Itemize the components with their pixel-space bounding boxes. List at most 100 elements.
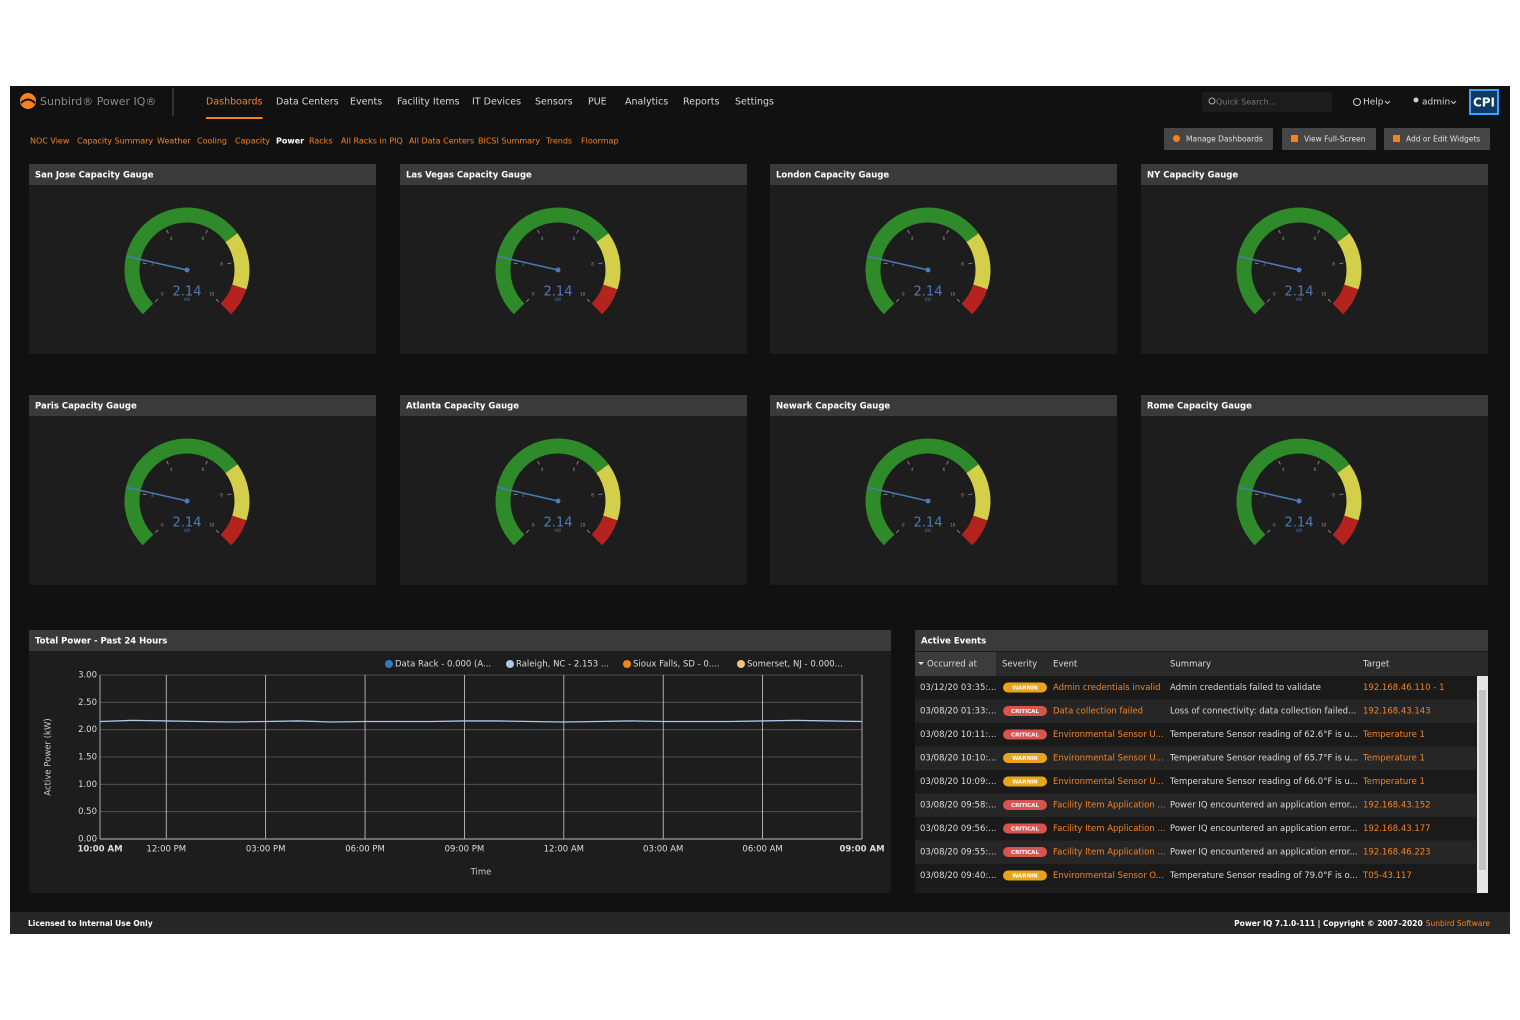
table-row[interactable] [915, 723, 1476, 747]
x-axis-title: Time [470, 868, 492, 878]
nav-item[interactable]: Dashboards [206, 97, 263, 108]
column-header[interactable]: Target [1362, 660, 1390, 670]
subnav-item[interactable]: All Racks in PIQ [341, 137, 403, 146]
gauge-tick [513, 262, 518, 264]
gauge-hub [184, 498, 190, 504]
cell-event[interactable]: Admin credentials invalid [1053, 683, 1161, 693]
legend-label[interactable]: Somerset, NJ - 0.000... [747, 660, 843, 670]
subnav-item[interactable]: Capacity Summary [77, 137, 153, 146]
cell-target[interactable]: T05-43.117 [1362, 871, 1412, 881]
subnav-item[interactable]: BICSI Summary [478, 137, 540, 146]
subnav-item[interactable]: NOC View [30, 137, 70, 146]
cell-event[interactable]: Environmental Sensor U... [1053, 730, 1164, 740]
cell-event[interactable]: Environmental Sensor O... [1053, 871, 1164, 881]
nav-item[interactable]: Facility Items [397, 97, 460, 108]
cell-target[interactable]: 192.168.43.152 [1363, 801, 1431, 811]
cell-target[interactable]: 192.168.43.143 [1363, 707, 1431, 717]
nav-item[interactable]: PUE [588, 97, 607, 108]
panel-header [400, 395, 747, 416]
nav-item[interactable]: Events [350, 97, 382, 108]
table-row[interactable] [915, 770, 1476, 794]
search-box[interactable] [1202, 92, 1332, 112]
nav-active-underline [206, 117, 263, 119]
table-row[interactable] [915, 793, 1476, 818]
footer-company[interactable]: Sunbird Software [1426, 919, 1491, 928]
panel-header [1141, 395, 1488, 416]
nav-item[interactable]: Data Centers [276, 97, 339, 108]
gauge-band [961, 515, 988, 546]
legend-label[interactable]: Data Rack - 0.000 (A... [395, 660, 491, 670]
subnav-item[interactable]: Floormap [581, 137, 619, 146]
table-row[interactable] [915, 840, 1476, 865]
gauge-tick-label: 2 [151, 262, 154, 267]
cell-target[interactable]: Temperature 1 [1362, 754, 1425, 764]
column-header[interactable]: Event [1053, 660, 1078, 670]
cell-target[interactable]: 192.168.46.223 [1363, 848, 1431, 858]
cell-target[interactable]: 192.168.43.177 [1363, 824, 1431, 834]
toolbar-button[interactable] [1282, 128, 1376, 150]
gauge-tick [227, 262, 232, 264]
scrollbar-thumb[interactable] [1479, 690, 1486, 870]
cell-event[interactable]: Environmental Sensor U... [1053, 754, 1164, 764]
column-header[interactable]: Severity [1002, 660, 1037, 670]
gauge-tick [576, 229, 579, 234]
cell-event[interactable]: Data collection failed [1053, 707, 1143, 717]
subnav-item[interactable]: Power [276, 137, 304, 146]
toolbar-button[interactable] [1384, 128, 1490, 150]
subnav-item[interactable]: Trends [545, 137, 572, 146]
gauge-tick [1254, 262, 1259, 264]
severity-badge [1003, 870, 1047, 881]
cell-target[interactable]: Temperature 1 [1362, 777, 1425, 787]
gauge-tick [576, 460, 579, 465]
nav-item[interactable]: IT Devices [472, 97, 521, 108]
cell-event[interactable]: Facility Item Application ... [1053, 824, 1166, 834]
gauge-tick-label: 0 [161, 292, 164, 297]
gauge-tick-label: 10 [1321, 292, 1327, 297]
table-row[interactable] [915, 676, 1476, 700]
column-header[interactable]: Occurred at [927, 660, 978, 670]
table-row[interactable] [915, 699, 1476, 724]
logo-mark [20, 98, 36, 104]
x-tick-label: 03:00 PM [246, 845, 286, 855]
cell-event[interactable]: Environmental Sensor U... [1053, 777, 1164, 787]
subnav-item[interactable]: Capacity [235, 137, 270, 146]
gauge-band [966, 233, 991, 290]
panel-header [400, 164, 747, 185]
severity-badge [1003, 823, 1047, 834]
cell-target[interactable]: Temperature 1 [1362, 730, 1425, 740]
table-row[interactable] [915, 817, 1476, 841]
toolbar-icon [1291, 135, 1298, 142]
table-row[interactable] [915, 746, 1476, 771]
x-tick-label: 10:00 AM [77, 845, 122, 855]
subnav-item[interactable]: Racks [309, 137, 332, 146]
nav-item[interactable]: Reports [683, 97, 719, 108]
user-menu[interactable]: admin [1422, 98, 1450, 108]
nav-item[interactable]: Settings [735, 97, 774, 108]
cell-event[interactable]: Facility Item Application ... [1053, 801, 1166, 811]
x-tick-label: 12:00 PM [146, 845, 186, 855]
table-row[interactable] [915, 864, 1476, 888]
gauge-unit: kW [925, 528, 931, 533]
gauge-tick [598, 493, 603, 495]
help-menu[interactable]: Help [1363, 98, 1384, 108]
gauge-band [124, 207, 238, 315]
toolbar-button[interactable] [1164, 128, 1273, 150]
gauge-band [591, 515, 618, 546]
legend-label[interactable]: Raleigh, NC - 2.153 ... [516, 660, 609, 670]
nav-item[interactable]: Analytics [625, 97, 668, 108]
subnav-item[interactable]: Cooling [197, 137, 227, 146]
cell-occurred: 03/08/20 01:33:... [920, 707, 996, 717]
gauge-tick-label: 4 [1282, 236, 1285, 241]
gauge-band [1332, 515, 1359, 546]
nav-item[interactable]: Sensors [535, 97, 573, 108]
cell-event[interactable]: Facility Item Application ... [1053, 848, 1166, 858]
subnav-item[interactable]: Weather [157, 137, 191, 146]
cell-target[interactable]: 192.168.46.110 - 1 [1363, 683, 1444, 693]
legend-label[interactable]: Sioux Falls, SD - 0.... [633, 660, 720, 670]
cell-occurred: 03/08/20 10:09:... [920, 777, 996, 787]
sorted-column-header[interactable] [915, 652, 996, 676]
column-header[interactable]: Summary [1170, 660, 1211, 670]
panel-title: Active Events [921, 637, 986, 647]
subnav-item[interactable]: All Data Centers [409, 137, 474, 146]
cell-summary: Admin credentials failed to validate [1170, 683, 1321, 693]
